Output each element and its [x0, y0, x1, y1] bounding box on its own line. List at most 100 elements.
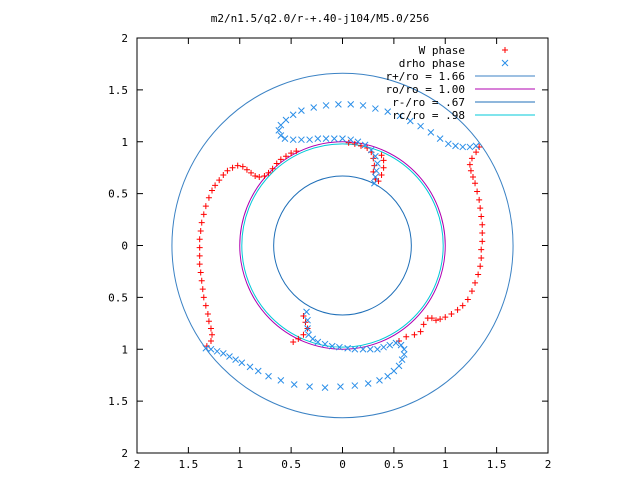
- y-tick-label-6: 1: [121, 343, 128, 356]
- series-0-point-6: [472, 180, 479, 187]
- series-0-point-58: [224, 167, 231, 174]
- series-1-point-41: [303, 308, 310, 316]
- series-0-point-41: [200, 294, 207, 301]
- series-1-point-77: [444, 140, 452, 148]
- plot-frame: [136, 37, 549, 454]
- series-0-point-52: [202, 203, 209, 210]
- circle-3: [241, 143, 444, 348]
- series-0-point-55: [212, 182, 219, 189]
- series-1-point-81: [472, 142, 480, 150]
- series-1-point-55: [306, 136, 313, 144]
- series-0-point-8: [476, 196, 483, 203]
- series-0-point-15: [478, 254, 485, 261]
- series-0-point-7: [474, 188, 481, 195]
- series-0-point-80: [371, 162, 378, 169]
- series-0-point-62: [243, 166, 250, 173]
- series-0-point-26: [433, 317, 440, 324]
- series-1-point-79: [459, 143, 467, 151]
- series-0-point-70: [277, 156, 284, 163]
- series-1-point-13: [321, 384, 329, 391]
- series-0-point-54: [209, 187, 216, 194]
- series-1-point-42: [370, 179, 378, 187]
- legend-sample-series-0: [502, 47, 508, 53]
- series-1-point-75: [427, 129, 435, 136]
- series-1-point-1: [207, 345, 215, 353]
- series-0-point-88: [300, 313, 307, 320]
- series-0-point-39: [204, 310, 211, 317]
- series-0-point-48: [196, 236, 203, 243]
- series-0-point-25: [437, 316, 444, 323]
- series-0-point-3: [466, 161, 473, 168]
- series-1-point-16: [364, 380, 372, 387]
- series-1-point-59: [277, 132, 285, 139]
- series-1-point-68: [347, 101, 355, 108]
- series-0-point-59: [229, 164, 236, 171]
- series-0-point-1: [473, 149, 480, 156]
- series-1-point-46: [372, 152, 379, 160]
- chart-title: m2/n1.5/q2.0/r-+.40-j104/M5.0/256: [211, 12, 430, 25]
- y-tick-label-4: 0: [121, 240, 128, 253]
- series-1-point-66: [322, 102, 330, 109]
- series-1-point-69: [359, 102, 367, 109]
- series-1-point-4: [226, 353, 233, 360]
- series-0-point-21: [459, 302, 466, 309]
- series-1-point-53: [322, 135, 330, 142]
- series-0-point-60: [234, 162, 241, 169]
- series-1-point-0: [202, 344, 210, 352]
- series-0-point-44: [197, 269, 204, 276]
- x-tick-label-1: 1.5: [178, 458, 198, 471]
- x-tick-label-0: 2: [134, 458, 141, 471]
- x-tick-label-8: 2: [545, 458, 552, 471]
- series-1-point-64: [298, 107, 305, 114]
- series-1-point-15: [351, 382, 359, 389]
- series-1-point-50: [347, 136, 355, 144]
- series-1-point-14: [337, 383, 344, 390]
- y-tick-label-3: 0.5: [108, 188, 128, 201]
- circle-2: [273, 175, 412, 316]
- data-series: [196, 101, 486, 391]
- series-0-point-91: [300, 331, 307, 338]
- series-0-point-38: [205, 318, 212, 325]
- series-1-point-60: [275, 126, 283, 134]
- series-1-point-38: [305, 331, 312, 339]
- y-tick-label-5: 0.5: [108, 291, 128, 304]
- series-1-point-8: [254, 367, 262, 375]
- legend-label-circle-2: r-/ro = .67: [392, 96, 465, 109]
- series-0-point-67: [265, 169, 272, 176]
- series-1-point-22: [400, 351, 408, 358]
- series-1-point-18: [384, 372, 392, 380]
- series-0-point-17: [475, 271, 482, 278]
- series-1-point-63: [289, 111, 297, 119]
- series-0-point-56: [216, 177, 223, 184]
- series-0-point-5: [469, 174, 476, 181]
- series-0-point-20: [464, 296, 471, 303]
- series-1-point-39: [304, 325, 311, 332]
- series-1-point-20: [395, 362, 403, 370]
- series-1-point-25: [392, 339, 400, 347]
- series-0-point-93: [290, 338, 297, 345]
- series-1-point-44: [373, 167, 380, 175]
- series-1-point-11: [290, 381, 298, 388]
- series-0-point-65: [256, 174, 263, 181]
- series-0-point-72: [288, 150, 295, 157]
- legend-sample-series-1: [501, 59, 509, 67]
- series-0-point-92: [295, 335, 302, 342]
- series-1-point-70: [372, 105, 379, 112]
- y-tick-label-7: 1.5: [108, 395, 128, 408]
- series-0-point-45: [196, 261, 203, 268]
- circle-0: [171, 72, 514, 419]
- series-0-point-85: [380, 164, 387, 171]
- circle-1: [239, 141, 446, 350]
- axis-ticks: 2 1.5 1 0.5 0 0.5 1 1.5 221.510.500.511.52: [108, 32, 551, 471]
- series-1-point-23: [400, 345, 408, 353]
- series-1-point-6: [238, 359, 246, 367]
- series-1-point-78: [452, 142, 459, 150]
- series-0-point-75: [351, 140, 358, 147]
- series-1-point-49: [354, 138, 362, 146]
- series-1-point-80: [466, 143, 474, 151]
- series-1-point-12: [306, 383, 313, 390]
- series-0-point-30: [417, 328, 424, 335]
- x-tick-label-5: 0.5: [384, 458, 404, 471]
- series-0-point-36: [209, 331, 216, 338]
- series-0-point-43: [198, 277, 205, 284]
